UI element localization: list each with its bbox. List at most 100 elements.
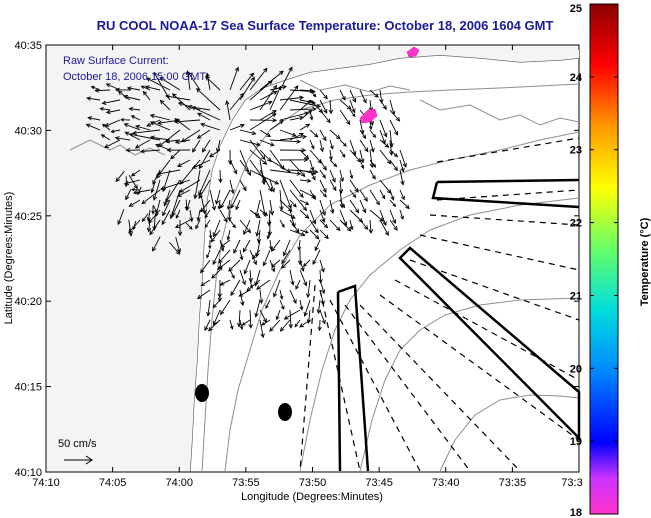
- x-tick-label: 73:3: [561, 477, 582, 489]
- colorbar-tick-label: 22: [570, 218, 582, 230]
- current-arrow: [173, 119, 201, 124]
- current-arrow: [208, 229, 213, 239]
- current-arrow: [134, 124, 151, 131]
- current-arrow: [174, 219, 191, 228]
- current-arrow: [369, 129, 377, 139]
- current-arrow: [369, 189, 380, 206]
- current-arrow: [329, 169, 336, 183]
- current-arrow: [128, 175, 138, 190]
- current-arrow: [279, 199, 293, 212]
- current-arrow: [259, 209, 269, 216]
- current-arrow: [200, 279, 211, 287]
- current-arrow: [281, 259, 291, 269]
- current-arrow: [227, 149, 233, 166]
- colorbar-ticks: 25 24 23 22 21 20 19 18: [570, 3, 618, 518]
- current-arrow: [229, 269, 235, 279]
- current-arrow: [299, 299, 304, 311]
- current-arrow: [238, 289, 251, 297]
- current-arrow: [152, 179, 161, 201]
- current-arrow: [319, 229, 329, 240]
- current-arrow: [299, 229, 309, 234]
- current-arrow: [319, 199, 326, 217]
- current-arrow: [349, 189, 357, 199]
- current-arrow: [180, 129, 201, 143]
- y-axis-label: Latitude (Degrees:Minutes): [3, 192, 15, 325]
- current-arrow: [212, 299, 221, 309]
- current-arrow: [169, 241, 181, 255]
- current-arrow: [229, 66, 240, 91]
- x-tick-label: 73:50: [299, 477, 327, 489]
- current-arrow: [259, 110, 277, 121]
- current-arrow: [309, 139, 315, 150]
- current-arrow: [319, 99, 328, 114]
- current-arrow: [379, 99, 387, 111]
- current-arrow: [209, 189, 217, 211]
- current-arrow: [389, 209, 397, 225]
- current-arrow: [339, 99, 352, 110]
- current-arrow: [369, 139, 375, 153]
- current-arrow: [389, 149, 399, 158]
- current-arrow: [239, 139, 261, 147]
- current-arrow: [399, 189, 405, 201]
- current-arrow: [200, 199, 211, 213]
- current-arrow: [166, 147, 191, 153]
- current-arrow: [269, 179, 275, 193]
- current-vectors: [85, 66, 410, 339]
- current-arrow: [279, 319, 291, 332]
- current-arrow: [243, 219, 251, 236]
- current-arrow: [349, 219, 354, 231]
- current-arrow: [389, 219, 398, 231]
- current-arrow: [229, 159, 238, 175]
- zone-outlines: [336, 178, 581, 472]
- current-arrow: [259, 139, 275, 147]
- current-arrow: [105, 109, 121, 115]
- current-arrow: [204, 209, 211, 219]
- current-arrow: [379, 219, 389, 236]
- current-arrow: [297, 249, 303, 266]
- current-arrow: [255, 219, 261, 237]
- current-arrow: [259, 159, 266, 186]
- current-arrow: [359, 159, 365, 170]
- current-arrow: [266, 229, 271, 240]
- colorbar-label: Temperature (°C): [639, 217, 651, 306]
- current-arrow: [289, 189, 308, 212]
- current-arrow: [212, 249, 221, 266]
- colorbar-tick-label: 19: [570, 436, 582, 448]
- current-arrow: [279, 289, 284, 300]
- current-arrow: [149, 113, 171, 121]
- current-arrow: [208, 319, 221, 332]
- current-arrow: [269, 319, 281, 332]
- y-tick-label: 40:25: [14, 211, 42, 223]
- current-arrow: [389, 199, 397, 208]
- current-arrow: [164, 94, 191, 101]
- current-arrow: [246, 279, 261, 292]
- current-arrow: [379, 149, 392, 165]
- current-arrow: [85, 123, 101, 131]
- current-arrow: [399, 159, 405, 173]
- current-arrow: [289, 106, 317, 112]
- buoy-marker-2: [278, 403, 292, 421]
- colorbar-tick-label: 24: [570, 72, 583, 84]
- current-arrow: [101, 123, 111, 131]
- current-arrow: [220, 299, 231, 316]
- current-arrow: [368, 219, 374, 235]
- current-arrow: [248, 269, 253, 283]
- colorbar: 25 24 23 22 21 20 19 18 Temperature (°C): [570, 3, 651, 518]
- x-axis-label: Longitude (Degrees:Minutes): [241, 491, 383, 503]
- current-arrow: [269, 119, 284, 131]
- current-arrow: [149, 219, 161, 236]
- current-arrow: [227, 209, 232, 222]
- current-arrow: [319, 179, 327, 194]
- current-arrow: [141, 213, 149, 223]
- x-tick-label: 73:40: [432, 477, 460, 489]
- current-arrow: [229, 219, 236, 229]
- current-arrow: [329, 199, 335, 214]
- current-arrow: [158, 129, 181, 148]
- current-arrow: [249, 100, 273, 111]
- current-arrow: [279, 219, 285, 228]
- current-arrow: [218, 249, 231, 264]
- current-arrow: [265, 299, 271, 309]
- current-arrow: [114, 136, 131, 141]
- current-arrow: [179, 179, 201, 193]
- current-arrow: [289, 199, 297, 208]
